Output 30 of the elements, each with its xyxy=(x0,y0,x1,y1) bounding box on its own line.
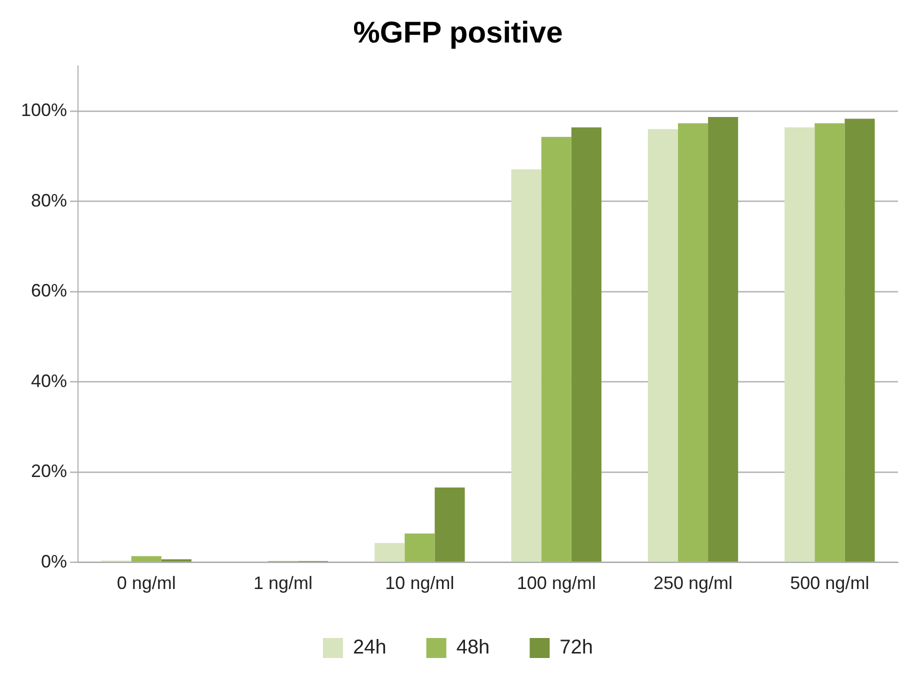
chart-title: %GFP positive xyxy=(353,16,563,50)
bar xyxy=(784,127,815,562)
bar xyxy=(511,169,542,562)
x-tick-label: 1 ng/ml xyxy=(254,573,313,594)
legend-label: 48h xyxy=(456,636,490,659)
bar xyxy=(404,534,435,562)
x-tick-label: 100 ng/ml xyxy=(516,573,596,594)
bar xyxy=(161,559,192,562)
y-tick-label: 20% xyxy=(31,461,68,482)
bar xyxy=(678,123,708,562)
x-tick-label: 10 ng/ml xyxy=(385,573,454,594)
bar xyxy=(814,123,845,562)
y-tick-label: 80% xyxy=(31,190,68,210)
y-tick-label: 0% xyxy=(41,551,68,572)
bar xyxy=(648,129,678,562)
legend-label: 24h xyxy=(352,636,386,659)
bar xyxy=(571,127,602,562)
bar xyxy=(541,136,572,562)
x-tick-label: 0 ng/ml xyxy=(116,573,176,594)
x-tick-label: 500 ng/ml xyxy=(790,573,870,594)
bar xyxy=(708,116,738,562)
bar xyxy=(844,118,875,562)
bar xyxy=(131,556,162,562)
y-tick-label: 60% xyxy=(31,280,68,301)
x-tick-label: 250 ng/ml xyxy=(653,573,733,594)
bar xyxy=(434,487,465,562)
legend-label: 72h xyxy=(560,636,594,659)
y-tick-label: 40% xyxy=(31,370,68,391)
y-tick-label: 100% xyxy=(20,100,68,120)
bar xyxy=(374,542,405,562)
